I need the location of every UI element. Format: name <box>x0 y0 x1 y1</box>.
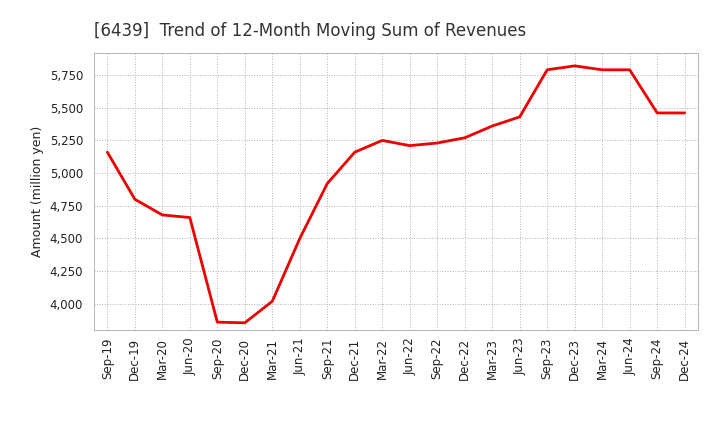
Y-axis label: Amount (million yen): Amount (million yen) <box>31 126 44 257</box>
Text: [6439]  Trend of 12-Month Moving Sum of Revenues: [6439] Trend of 12-Month Moving Sum of R… <box>94 22 526 40</box>
